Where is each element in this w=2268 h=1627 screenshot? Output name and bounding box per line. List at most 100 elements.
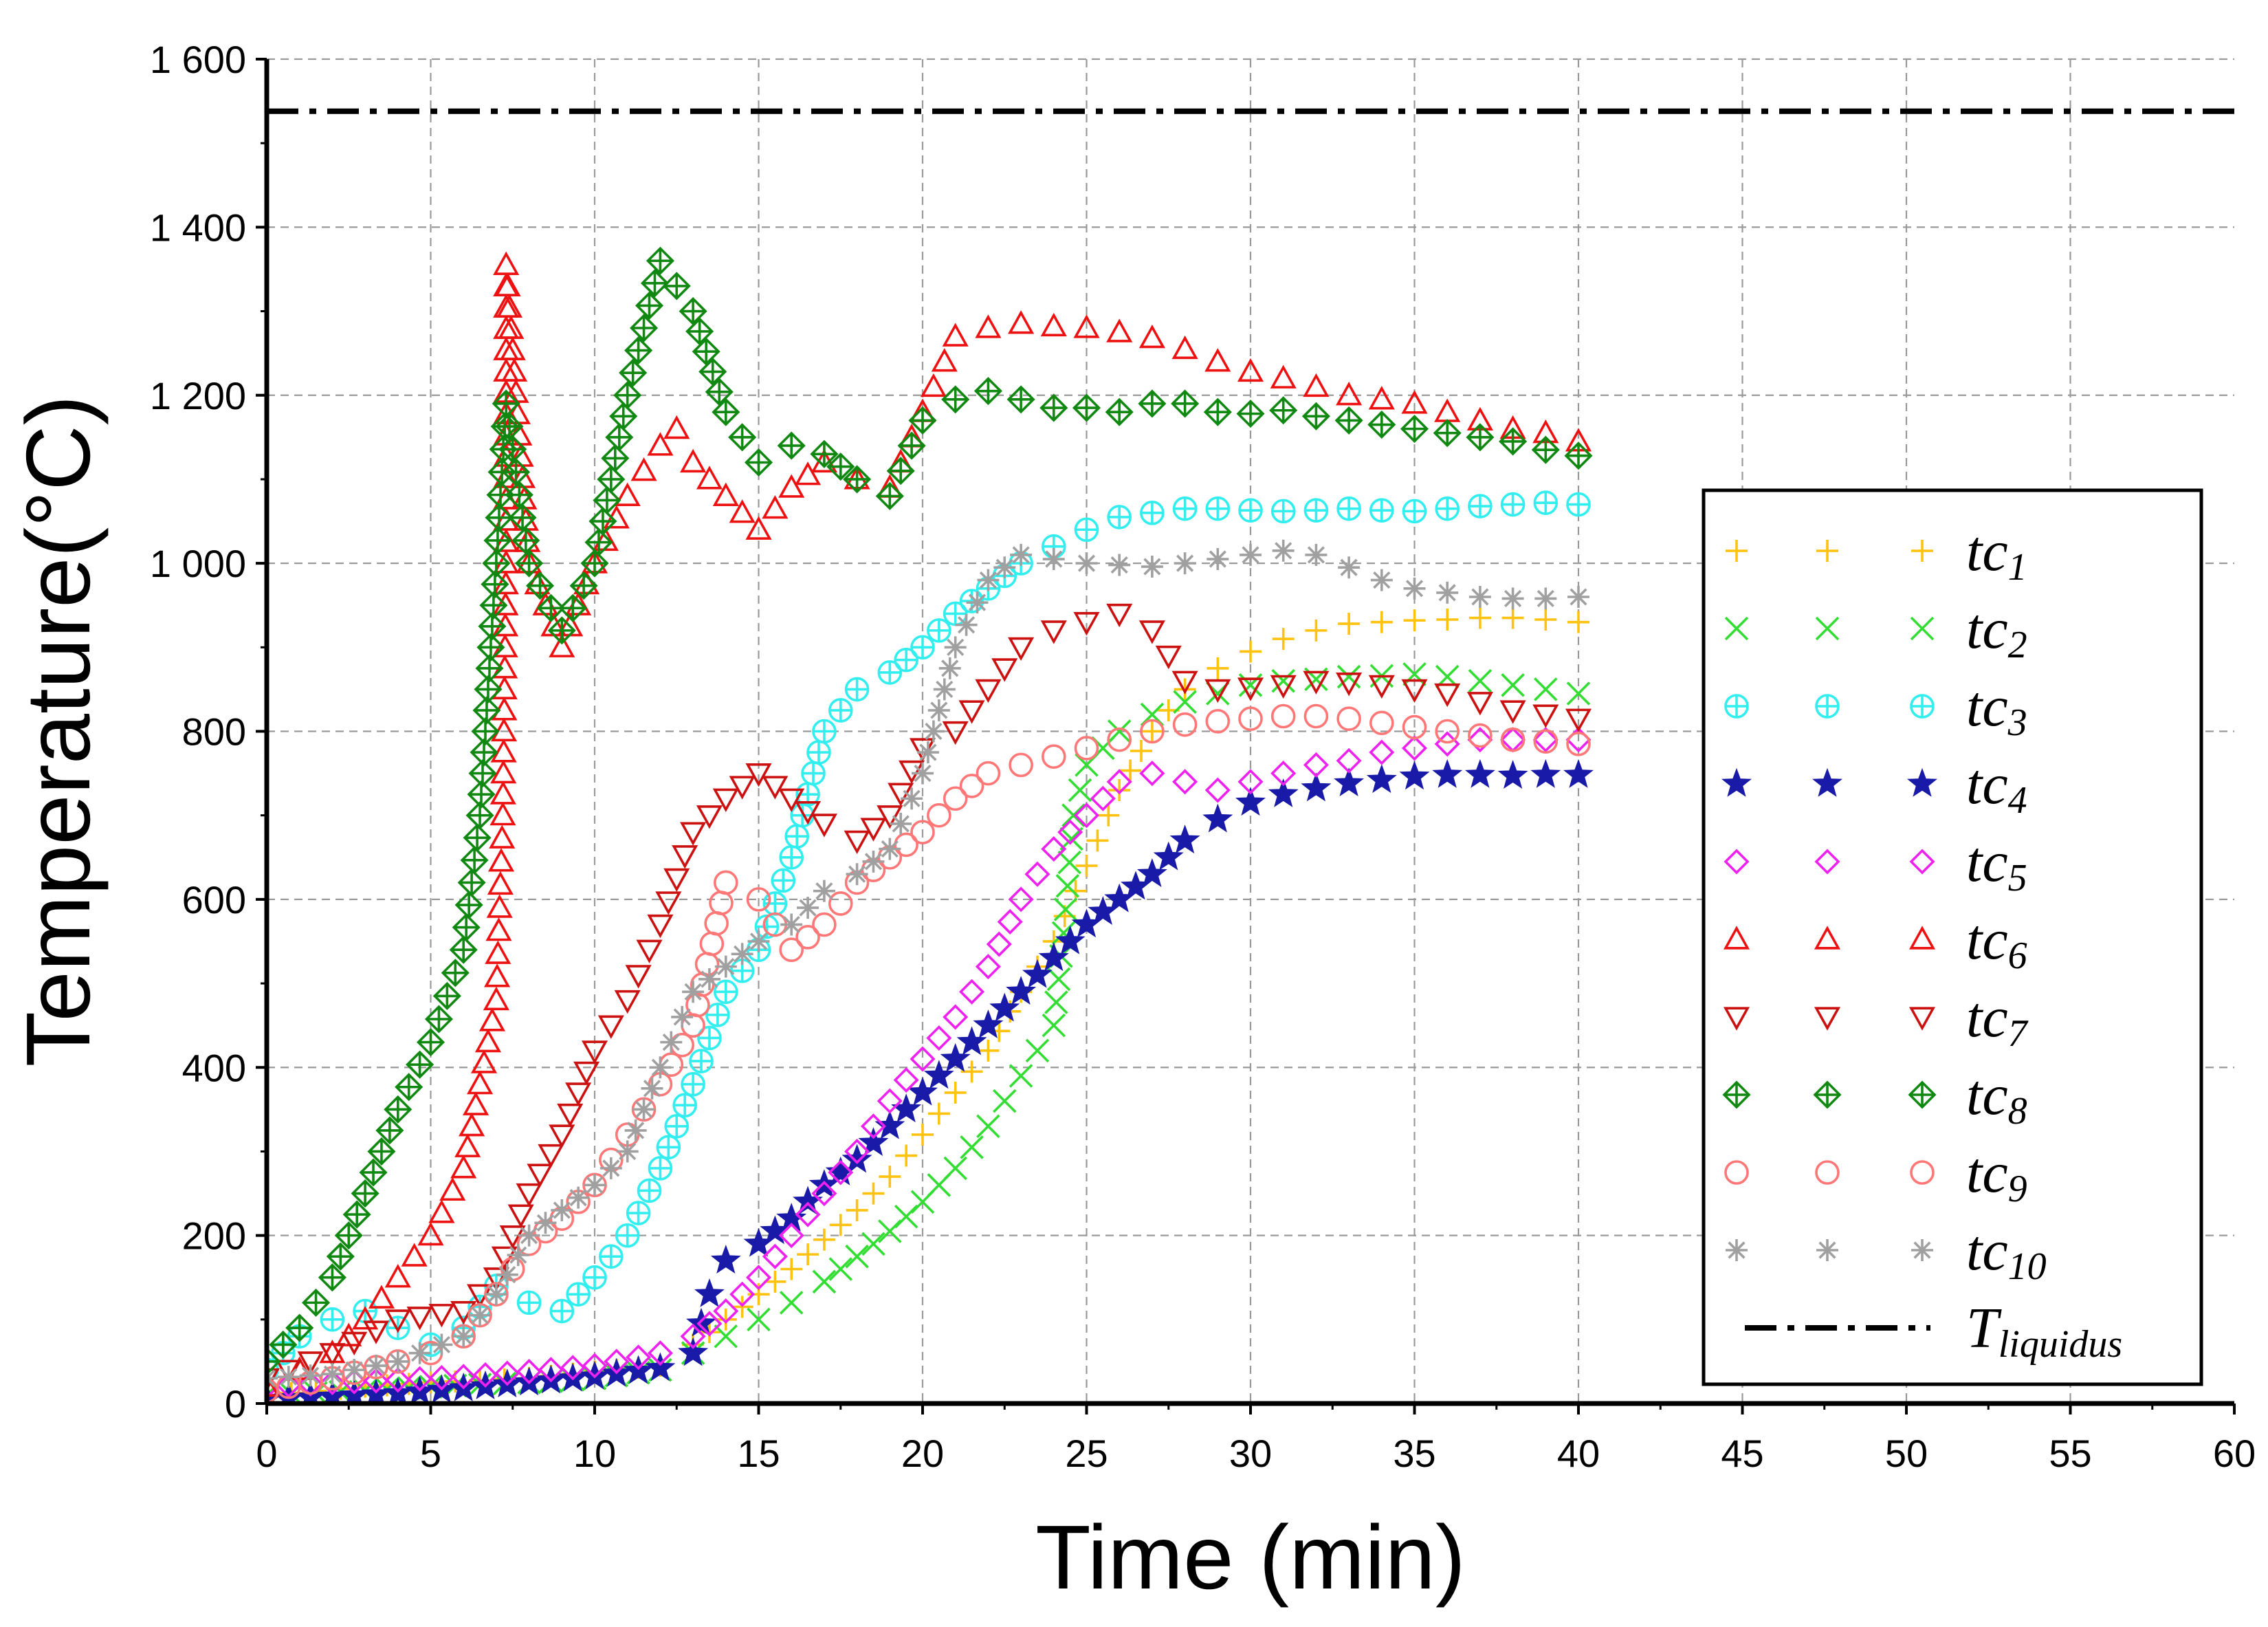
data-point-tc7	[1040, 620, 1067, 644]
legend-marker-tc4	[1721, 767, 1752, 797]
data-point-tc2	[779, 1291, 804, 1315]
legend-marker-tc4	[1906, 767, 1938, 797]
data-point-tc10	[496, 1263, 518, 1286]
data-point-tc5	[828, 1159, 854, 1186]
data-point-tc8	[679, 297, 707, 326]
data-point-tc8	[1072, 393, 1101, 422]
data-point-tc8	[269, 1330, 298, 1360]
data-point-tc10	[277, 1366, 300, 1388]
data-point-tc5	[986, 931, 1012, 957]
data-point-tc9	[699, 931, 725, 957]
legend-subscript: 3	[2007, 701, 2027, 744]
data-point-tc5	[713, 1298, 739, 1324]
series-tc3	[267, 490, 1591, 1382]
data-point-tc1	[846, 1199, 868, 1221]
data-point-tc10	[507, 1244, 529, 1267]
data-point-tc9	[704, 910, 729, 936]
data-point-tc6	[1040, 312, 1067, 337]
data-point-tc10	[933, 678, 956, 701]
data-point-tc10	[993, 556, 1016, 579]
x-tick-label: 30	[1229, 1432, 1272, 1475]
data-point-tc6	[778, 474, 805, 498]
data-point-tc6	[487, 848, 515, 872]
data-point-tc10	[649, 1056, 672, 1079]
data-point-tc3	[1468, 494, 1493, 518]
data-point-tc7	[297, 1351, 324, 1375]
data-point-tc4	[1235, 787, 1266, 816]
data-point-tc8	[468, 759, 497, 788]
data-point-tc6	[466, 1070, 494, 1095]
data-point-tc5	[407, 1366, 433, 1392]
data-point-tc8	[515, 549, 544, 578]
data-point-tc2	[1534, 677, 1558, 701]
data-point-tc2	[1566, 681, 1591, 706]
data-point-tc7	[1204, 679, 1231, 703]
data-point-tc10	[922, 720, 945, 743]
data-point-tc8	[326, 1242, 355, 1271]
data-point-tc5	[893, 1067, 919, 1093]
data-point-tc3	[615, 1223, 640, 1248]
data-point-tc8	[558, 593, 587, 622]
data-point-tc8	[351, 1179, 379, 1208]
data-point-tc5	[1369, 739, 1395, 765]
data-point-tc10	[632, 1098, 655, 1121]
data-point-tc8	[886, 457, 915, 485]
data-point-tc10	[1468, 586, 1491, 608]
data-point-tc6	[680, 448, 707, 473]
data-point-tc6	[267, 1373, 280, 1397]
data-point-tc3	[1270, 499, 1296, 524]
data-point-tc7	[1303, 670, 1330, 695]
data-point-tc5	[1204, 777, 1231, 803]
data-point-tc9	[1533, 729, 1559, 754]
data-point-tc8	[605, 423, 634, 452]
data-point-tc8	[406, 1050, 434, 1079]
data-point-tc9	[812, 912, 837, 937]
data-point-tc2	[1046, 967, 1071, 992]
axes	[256, 58, 2236, 1415]
data-point-tc7	[696, 805, 723, 829]
data-point-tc9	[709, 891, 734, 915]
data-point-tc7	[1336, 673, 1363, 697]
data-point-tc7	[428, 1304, 455, 1328]
data-point-tc10	[452, 1325, 475, 1348]
data-point-tc8	[375, 1116, 404, 1145]
data-point-tc8	[640, 269, 669, 298]
data-point-tc4	[940, 1042, 971, 1072]
data-point-tc6	[549, 633, 575, 657]
data-point-tc10	[365, 1355, 387, 1377]
data-point-tc4	[1399, 761, 1430, 790]
data-point-tc3	[927, 618, 951, 643]
data-point-tc6	[384, 1264, 411, 1288]
data-point-tc10	[862, 850, 885, 873]
data-point-tc4	[956, 1026, 987, 1056]
data-point-tc5	[450, 1364, 476, 1390]
data-point-tc1	[912, 1124, 934, 1146]
data-point-tc8	[536, 593, 565, 622]
data-point-tc6	[486, 894, 513, 918]
data-point-tc3	[771, 868, 796, 893]
data-point-tc9	[1369, 710, 1394, 736]
data-point-tc9	[1238, 706, 1263, 731]
data-point-tc8	[1006, 385, 1035, 414]
data-point-tc8	[1466, 423, 1495, 452]
x-tick-label: 40	[1557, 1432, 1600, 1475]
data-point-tc4	[645, 1352, 676, 1382]
data-point-tc8	[302, 1288, 331, 1317]
legend-subscript: 5	[2008, 857, 2027, 899]
legend-subscript: 10	[2008, 1245, 2047, 1288]
data-point-tc3	[779, 844, 804, 870]
data-point-tc2	[1271, 668, 1295, 693]
data-point-tc7	[1401, 679, 1428, 703]
legend-marker-tc5	[1724, 849, 1750, 875]
legend-marker-tc5	[1909, 849, 1935, 875]
data-point-tc8	[547, 616, 576, 645]
data-point-tc3	[1238, 498, 1263, 523]
data-point-tc8	[470, 738, 498, 767]
data-point-tc1	[1370, 611, 1393, 633]
data-point-tc8	[810, 439, 839, 468]
data-point-tc6	[484, 963, 511, 987]
data-point-tc7	[794, 800, 822, 825]
data-point-tc4	[1464, 758, 1495, 788]
